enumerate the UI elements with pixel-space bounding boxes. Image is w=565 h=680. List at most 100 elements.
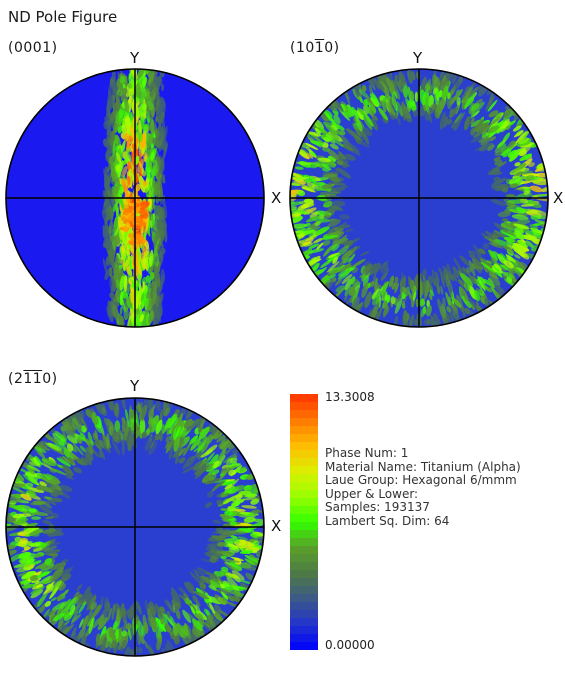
intensity-blob xyxy=(487,144,495,151)
intensity-blob xyxy=(333,99,344,112)
intensity-blob xyxy=(118,429,123,436)
intensity-blob xyxy=(290,201,303,207)
intensity-blob xyxy=(440,272,445,288)
intensity-blob xyxy=(138,160,144,172)
intensity-blob xyxy=(159,292,164,304)
intensity-blob xyxy=(88,618,94,635)
color-scale-min-label: 0.00000 xyxy=(325,638,375,652)
color-scale-step xyxy=(290,522,318,531)
intensity-blob xyxy=(515,171,524,177)
intensity-blob xyxy=(111,70,116,82)
intensity-blob xyxy=(194,474,201,480)
intensity-blob xyxy=(502,262,515,275)
intensity-blob xyxy=(368,102,377,113)
intensity-blob xyxy=(344,285,352,297)
intensity-blob xyxy=(137,647,143,654)
intensity-blob xyxy=(505,254,516,263)
intensity-blob xyxy=(157,156,161,171)
intensity-blob xyxy=(88,444,94,455)
intensity-blob xyxy=(116,290,121,298)
intensity-blob xyxy=(116,78,124,95)
intensity-blob xyxy=(248,558,260,567)
intensity-blob xyxy=(419,298,425,307)
intensity-blob xyxy=(53,567,65,575)
intensity-blob xyxy=(471,110,480,118)
intensity-blob xyxy=(21,571,36,580)
intensity-blob xyxy=(361,135,368,142)
intensity-blob xyxy=(524,175,535,181)
intensity-blob xyxy=(119,290,123,301)
intensity-blob xyxy=(106,433,110,449)
intensity-blob xyxy=(527,201,542,209)
intensity-blob xyxy=(26,466,35,475)
intensity-blob xyxy=(70,632,77,641)
color-scale-step xyxy=(290,490,318,499)
intensity-blob xyxy=(222,559,241,563)
intensity-blob xyxy=(475,122,490,133)
intensity-blob xyxy=(180,440,185,447)
color-scale-step xyxy=(290,610,318,619)
intensity-blob xyxy=(100,595,104,609)
intensity-blob xyxy=(142,257,146,271)
intensity-blob xyxy=(369,93,380,106)
intensity-blob xyxy=(44,549,61,556)
intensity-blob xyxy=(202,623,214,633)
intensity-blob xyxy=(108,626,114,639)
intensity-blob xyxy=(107,97,114,111)
intensity-blob xyxy=(164,407,171,417)
intensity-blob xyxy=(155,272,161,279)
intensity-blob xyxy=(194,571,204,583)
intensity-blob xyxy=(229,521,237,526)
intensity-blob xyxy=(209,575,218,582)
intensity-blob xyxy=(32,500,46,505)
intensity-blob xyxy=(520,179,534,184)
intensity-blob xyxy=(491,231,502,238)
intensity-blob xyxy=(107,607,112,622)
intensity-blob xyxy=(345,128,361,140)
intensity-blob xyxy=(488,242,504,249)
intensity-blob xyxy=(321,183,333,190)
intensity-blob xyxy=(60,598,71,610)
intensity-blob xyxy=(137,403,143,415)
intensity-blob xyxy=(166,610,171,619)
intensity-blob xyxy=(46,498,57,506)
intensity-blob xyxy=(488,277,495,288)
intensity-blob xyxy=(158,112,164,130)
intensity-blob xyxy=(139,281,142,297)
intensity-blob xyxy=(103,417,109,426)
intensity-blob xyxy=(102,224,109,238)
intensity-blob xyxy=(155,419,163,435)
intensity-blob xyxy=(149,249,154,268)
intensity-blob xyxy=(108,220,114,235)
intensity-blob xyxy=(497,140,506,148)
intensity-blob xyxy=(195,451,201,458)
intensity-blob xyxy=(171,424,178,433)
intensity-blob xyxy=(508,149,518,158)
intensity-blob xyxy=(121,87,128,96)
intensity-blob xyxy=(519,261,529,270)
intensity-blob xyxy=(216,549,226,554)
intensity-blob xyxy=(467,297,480,311)
intensity-blob xyxy=(306,215,321,223)
intensity-blob xyxy=(477,84,484,93)
intensity-blob xyxy=(211,428,222,439)
intensity-blob xyxy=(183,593,190,600)
intensity-blob xyxy=(228,564,239,572)
intensity-blob xyxy=(121,165,128,178)
intensity-blob xyxy=(51,497,63,503)
intensity-blob xyxy=(371,288,382,300)
intensity-blob xyxy=(468,250,476,260)
intensity-blob xyxy=(241,505,257,509)
intensity-blob xyxy=(43,545,58,553)
intensity-blob xyxy=(125,623,132,630)
intensity-blob xyxy=(111,603,116,621)
intensity-blob xyxy=(228,469,237,476)
intensity-blob xyxy=(131,306,136,323)
intensity-blob xyxy=(481,124,492,135)
intensity-blob xyxy=(241,564,257,571)
intensity-blob xyxy=(211,555,219,560)
intensity-blob xyxy=(216,492,232,498)
intensity-blob xyxy=(181,446,189,455)
intensity-blob xyxy=(111,185,119,200)
intensity-blob xyxy=(541,186,548,192)
